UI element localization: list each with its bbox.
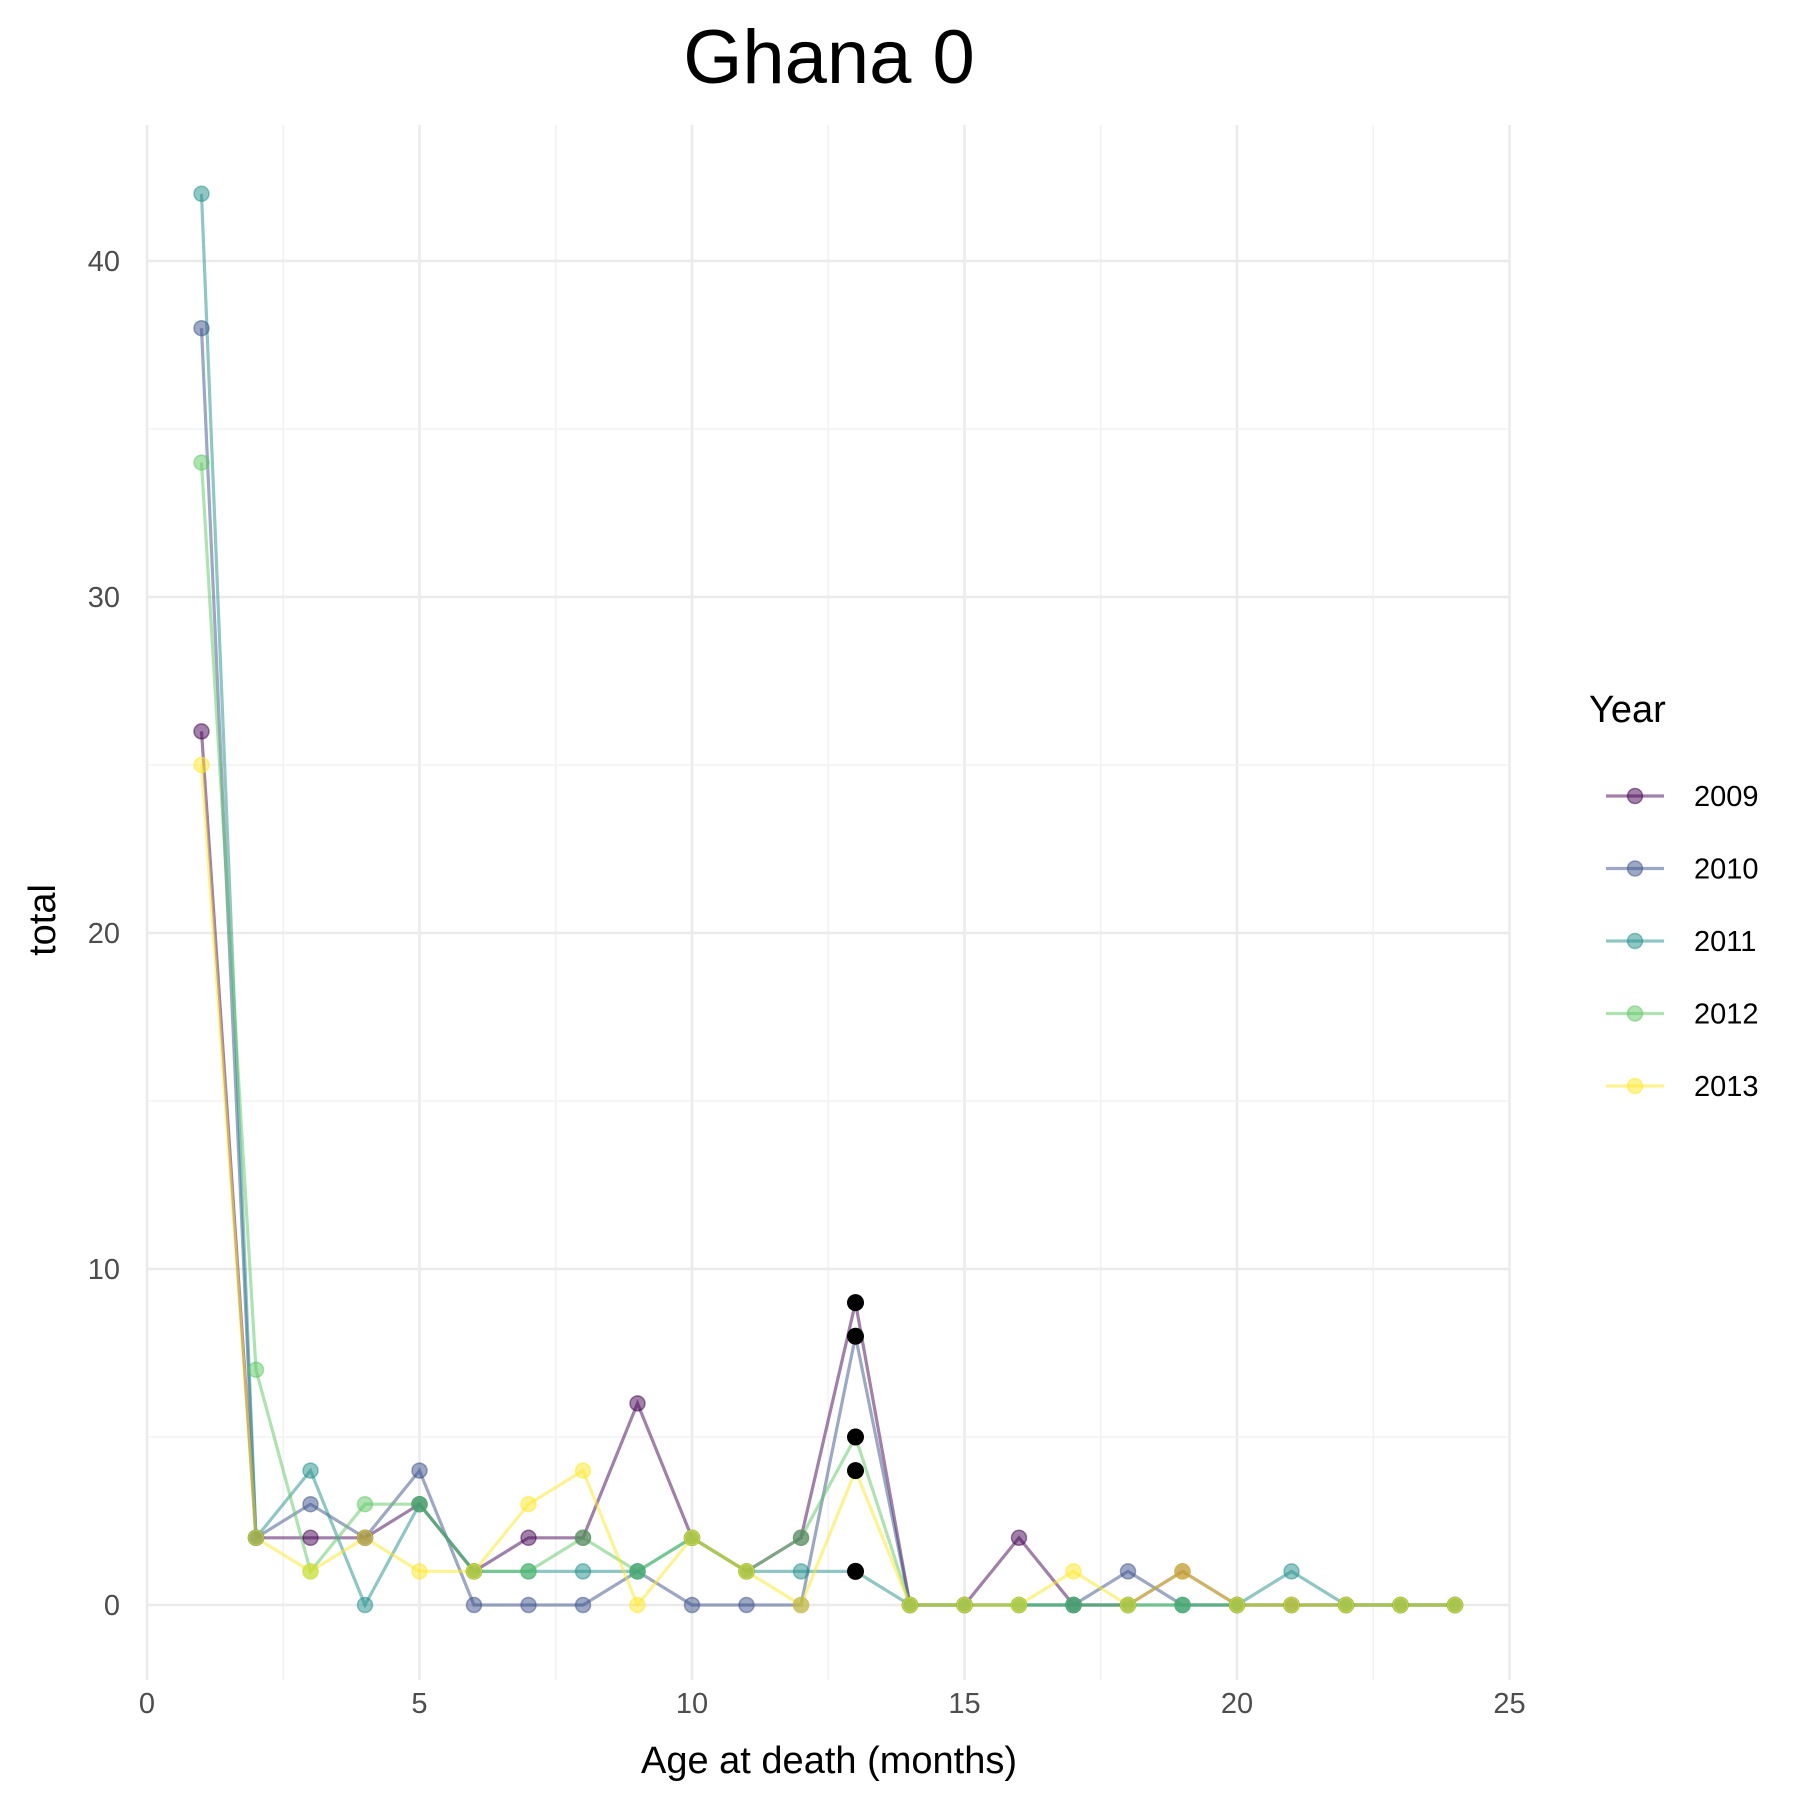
x-tick-label: 5 (411, 1688, 427, 1720)
data-point-2013 (247, 1529, 265, 1547)
x-tick-label: 10 (676, 1688, 708, 1720)
legend-label-2011: 2011 (1694, 926, 1756, 958)
data-point-2010 (302, 1495, 319, 1513)
data-point-2010 (411, 1462, 428, 1479)
data-point-2012 (574, 1529, 592, 1547)
highlight-point (847, 1327, 864, 1345)
series-line-2011 (199, 193, 1455, 1609)
data-point-2009 (193, 723, 210, 740)
data-point-2013 (738, 1563, 755, 1580)
x-tick-label: 0 (139, 1688, 155, 1720)
data-point-2012 (1065, 1596, 1082, 1614)
y-axis-title: total (22, 884, 64, 956)
data-point-2011 (356, 1596, 374, 1614)
data-point-2013 (193, 756, 210, 774)
legend: Year 2009 2010 2011 2012 2013 (1589, 689, 1759, 1103)
legend-key-point-2011 (1626, 932, 1644, 950)
data-point-2013 (1228, 1596, 1246, 1614)
data-point-2013 (411, 1563, 428, 1580)
data-point-2013 (302, 1563, 319, 1580)
data-point-2013 (1065, 1563, 1082, 1580)
data-point-2013 (1392, 1596, 1409, 1614)
y-tick-label: 20 (88, 918, 120, 950)
y-tick-label: 30 (88, 582, 120, 614)
data-point-2013 (901, 1596, 919, 1614)
data-point-2013 (1337, 1596, 1355, 1614)
data-point-2013 (465, 1563, 483, 1580)
legend-key-point-2012 (1626, 1005, 1644, 1022)
data-point-2012 (629, 1563, 646, 1580)
x-tick-label: 20 (1221, 1688, 1253, 1720)
y-tick-label: 0 (104, 1590, 120, 1622)
legend-key-point-2009 (1626, 787, 1644, 805)
highlight-point (847, 1462, 864, 1480)
data-point-2012 (411, 1495, 428, 1513)
data-point-2013 (574, 1462, 592, 1479)
data-point-2012 (520, 1563, 537, 1580)
y-tick-label: 40 (88, 246, 120, 278)
series-line-2013 (199, 764, 1455, 1609)
data-point-2013 (356, 1529, 374, 1547)
data-point-2009 (520, 1529, 537, 1547)
data-point-2011 (574, 1563, 592, 1580)
x-axis-title: Age at death (months) (641, 1740, 1017, 1782)
data-point-2010 (465, 1596, 483, 1614)
data-point-2013 (1283, 1596, 1300, 1614)
data-point-2013 (683, 1529, 701, 1547)
data-point-2012 (193, 454, 210, 471)
gridlines (145, 125, 1511, 1680)
data-point-2009 (302, 1529, 319, 1547)
data-point-2012 (792, 1529, 810, 1547)
data-point-2011 (193, 185, 210, 203)
data-point-2010 (574, 1596, 592, 1614)
highlight-points (847, 1294, 864, 1580)
y-axis-ticks: 0 10 20 30 40 (88, 246, 120, 1622)
highlight-point (847, 1562, 864, 1580)
data-point-2011 (302, 1462, 319, 1479)
data-point-2013 (1119, 1596, 1137, 1614)
data-point-2013 (1010, 1596, 1028, 1614)
data-point-2013 (520, 1495, 537, 1513)
data-point-2012 (247, 1361, 265, 1379)
legend-label-2010: 2010 (1694, 854, 1759, 886)
y-tick-label: 10 (88, 1254, 120, 1286)
x-axis-ticks: 0 5 10 15 20 25 (139, 1688, 1526, 1720)
data-point-2013 (629, 1596, 646, 1614)
legend-label-2012: 2012 (1694, 999, 1759, 1031)
data-point-2012 (1174, 1596, 1191, 1614)
data-point-2012 (356, 1495, 374, 1513)
data-point-2009 (1010, 1529, 1028, 1547)
legend-label-2013: 2013 (1694, 1071, 1759, 1103)
legend-key-point-2010 (1626, 860, 1644, 877)
data-point-2013 (792, 1596, 810, 1614)
data-point-2009 (629, 1395, 646, 1412)
x-tick-label: 15 (948, 1688, 980, 1720)
legend-key-point-2013 (1626, 1077, 1644, 1095)
chart-title: Ghana 0 (683, 15, 975, 100)
highlight-point (847, 1428, 864, 1446)
legend-title: Year (1589, 689, 1666, 731)
data-point-2011 (792, 1563, 810, 1580)
data-point-2010 (738, 1596, 755, 1614)
x-tick-label: 25 (1493, 1688, 1525, 1720)
data-point-2010 (683, 1596, 701, 1614)
data-point-2013 (1174, 1563, 1191, 1580)
data-point-2010 (520, 1596, 537, 1614)
series-lines (199, 193, 1455, 1609)
data-point-2010 (193, 319, 210, 337)
legend-label-2009: 2009 (1694, 781, 1759, 813)
data-point-2013 (1446, 1596, 1464, 1614)
data-point-2013 (956, 1596, 973, 1614)
data-point-2011 (1283, 1563, 1300, 1580)
highlight-point (847, 1294, 864, 1312)
data-point-2010 (1119, 1563, 1137, 1580)
